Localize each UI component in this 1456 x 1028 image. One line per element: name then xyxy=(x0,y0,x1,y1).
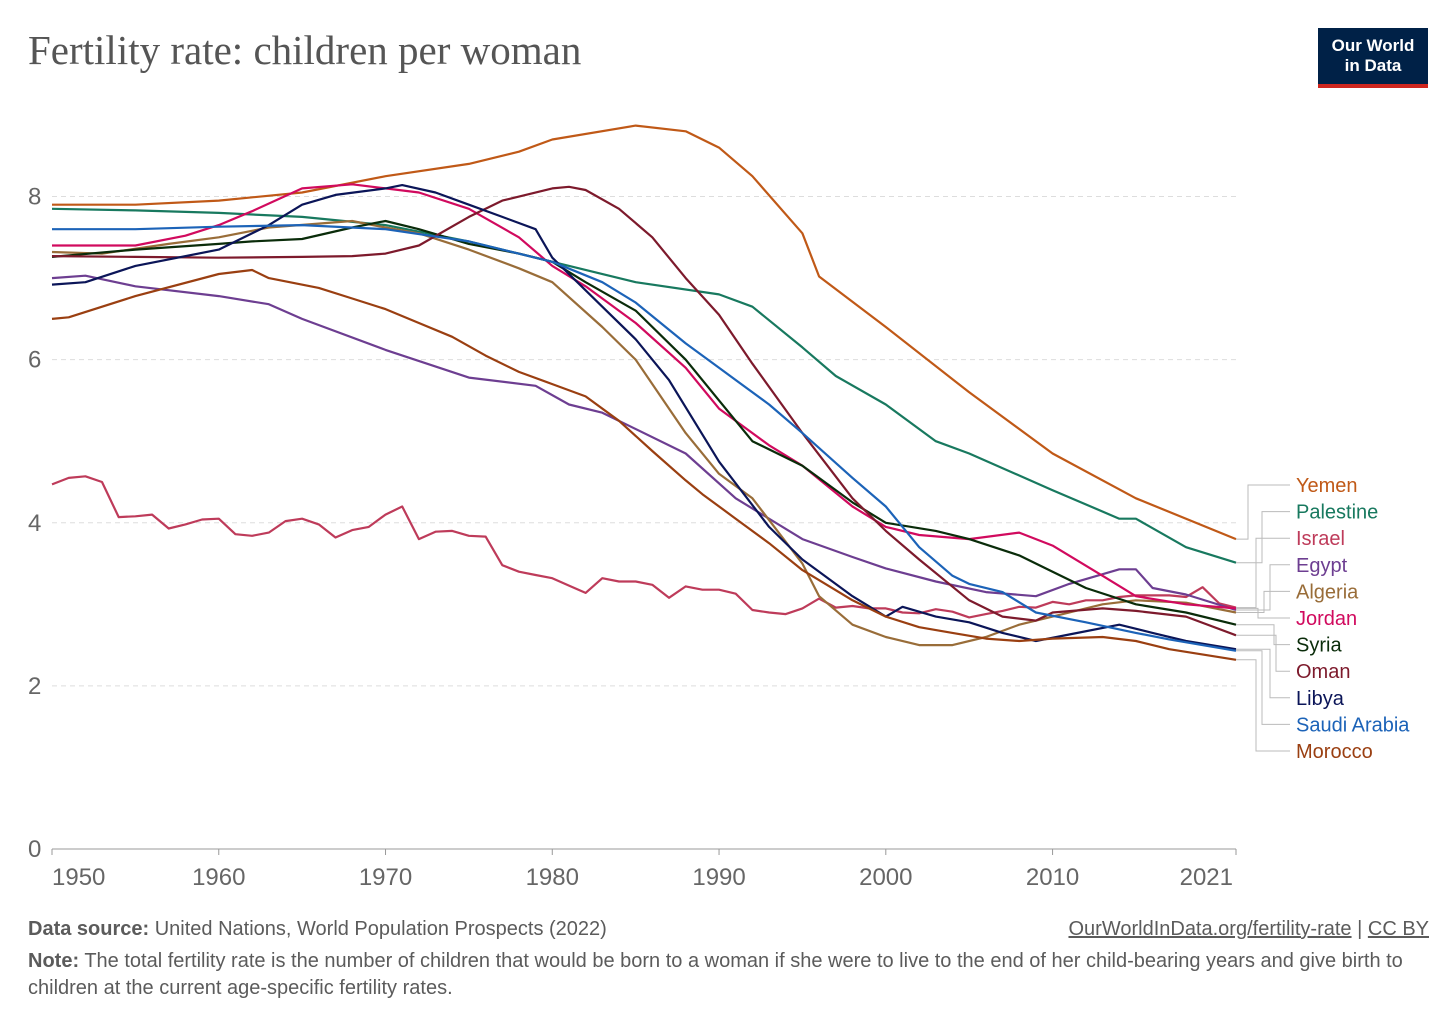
series-line-saudi-arabia xyxy=(52,224,1237,652)
legend-connector xyxy=(1236,624,1290,646)
x-tick-label: 2000 xyxy=(859,864,912,891)
note-label: Note: xyxy=(28,950,80,972)
x-tick-label: 1950 xyxy=(52,864,105,891)
legend-connector xyxy=(1236,650,1290,725)
x-tick-label: 2021 xyxy=(1180,864,1233,891)
chart-note: Note: The total fertility rate is the nu… xyxy=(28,948,1428,1002)
series-line-oman xyxy=(51,185,1237,637)
data-source-label: Data source: xyxy=(28,918,150,940)
footer-links: OurWorldInData.org/fertility-rate | CC B… xyxy=(1068,918,1429,941)
data-source-text: United Nations, World Population Prospec… xyxy=(154,918,607,940)
series-line-yemen xyxy=(52,124,1237,541)
series-line-egypt xyxy=(51,274,1237,612)
logo-line-2: in Data xyxy=(1344,56,1402,75)
chart-title: Fertility rate: children per woman xyxy=(28,27,582,73)
x-tick-label: 1960 xyxy=(192,864,245,891)
legend-connector xyxy=(1236,564,1290,611)
x-tick-label: 1980 xyxy=(526,864,579,891)
series-line-israel xyxy=(51,475,1237,619)
legend-connector xyxy=(1236,511,1290,564)
note-text: The total fertility rate is the number o… xyxy=(28,950,1403,999)
chart-axes: 0 2 4 6 8 1950 1960 1970 1980 1990 2000 2010 2021 xyxy=(28,184,1237,891)
x-tick-label: 2010 xyxy=(1026,864,1079,891)
series-line-syria xyxy=(51,219,1237,626)
series-line-morocco xyxy=(51,268,1237,661)
y-tick-label: 4 xyxy=(28,510,41,537)
y-tick-label: 8 xyxy=(28,184,41,211)
data-source: Data source: United Nations, World Popul… xyxy=(28,918,607,941)
legend-label-israel: Israel xyxy=(1296,528,1345,550)
x-tick-label: 1970 xyxy=(359,864,412,891)
legend-connector xyxy=(1236,634,1290,672)
series-line-libya xyxy=(51,184,1237,651)
legend-label-saudi-arabia: Saudi Arabia xyxy=(1296,714,1410,736)
logo-line-1: Our World xyxy=(1331,36,1415,55)
legend-connector xyxy=(1236,537,1290,609)
legend-label-oman: Oman xyxy=(1296,661,1350,683)
series-line-algeria xyxy=(51,219,1237,647)
legend-connector xyxy=(1236,484,1290,540)
legend-label-morocco: Morocco xyxy=(1296,741,1373,763)
legend-connector xyxy=(1236,648,1290,699)
series-line-jordan xyxy=(52,183,1237,610)
source-link[interactable]: OurWorldInData.org/fertility-rate xyxy=(1068,918,1352,940)
link-separator: | xyxy=(1357,918,1363,940)
license-link[interactable]: CC BY xyxy=(1367,918,1429,940)
legend-label-jordan: Jordan xyxy=(1296,608,1357,630)
legend-label-libya: Libya xyxy=(1296,688,1345,710)
legend-label-palestine: Palestine xyxy=(1296,502,1378,524)
chart-series xyxy=(51,124,1237,661)
legend-label-yemen: Yemen xyxy=(1296,475,1358,497)
series-line-palestine xyxy=(51,207,1237,564)
y-tick-label: 0 xyxy=(28,836,41,863)
y-tick-label: 2 xyxy=(28,673,41,700)
line-chart: 0 2 4 6 8 1950 1960 1970 1980 1990 2000 2010 2021 Ye… xyxy=(28,124,1410,891)
legend-label-egypt: Egypt xyxy=(1296,555,1348,577)
x-tick-label: 1990 xyxy=(692,864,745,891)
y-tick-label: 6 xyxy=(28,347,41,374)
legend-label-syria: Syria xyxy=(1296,635,1342,657)
owid-logo[interactable]: Our World in Data xyxy=(1318,28,1428,88)
legend-connector xyxy=(1236,659,1290,752)
legend-connector xyxy=(1236,607,1290,619)
legend-connector xyxy=(1236,590,1290,613)
legend-label-algeria: Algeria xyxy=(1296,581,1359,603)
chart-legend: Yemen Palestine Israel Egypt Algeria Jordan Sy… xyxy=(1236,475,1410,763)
